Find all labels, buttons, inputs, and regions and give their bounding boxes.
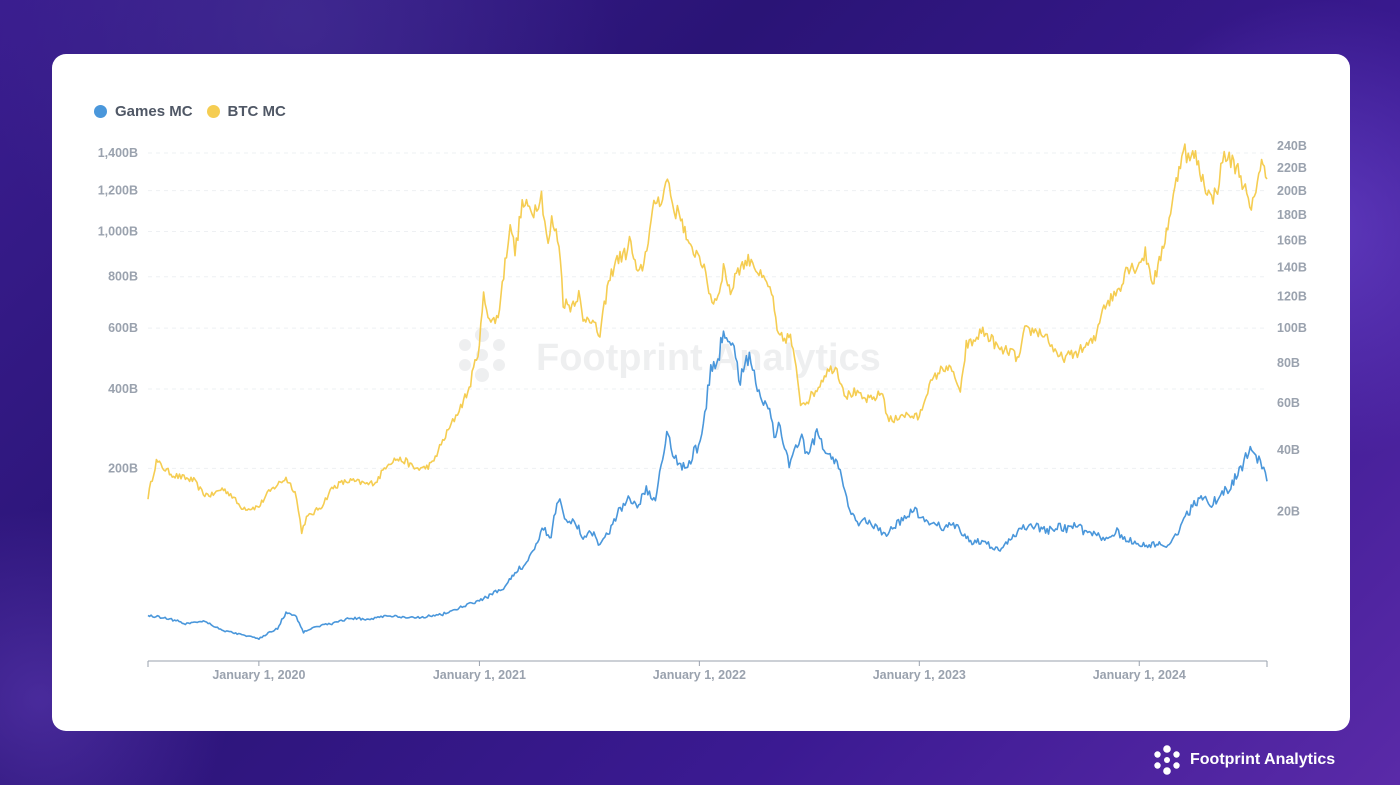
x-tick-label: January 1, 2024 bbox=[1093, 668, 1186, 682]
series-line-btc-mc[interactable] bbox=[147, 143, 1268, 535]
y-right-tick-label: 160B bbox=[1277, 233, 1307, 247]
y-left-tick-label: 600B bbox=[108, 321, 138, 335]
series-layer bbox=[147, 143, 1268, 640]
watermark: Footprint Analytics bbox=[459, 328, 881, 382]
legend-swatch-games-mc bbox=[94, 105, 107, 118]
series-line-games-mc[interactable] bbox=[147, 330, 1268, 640]
y-right-tick-label: 40B bbox=[1277, 443, 1300, 457]
legend-label-games-mc: Games MC bbox=[115, 103, 193, 120]
right-axis-ticks: 20B 40B 60B 80B 100B 120B 140B 160B 180B 200B 220B… bbox=[1277, 139, 1307, 519]
chart-card bbox=[52, 54, 1350, 731]
y-left-tick-label: 800B bbox=[108, 270, 138, 284]
y-right-tick-label: 240B bbox=[1277, 139, 1307, 153]
y-right-tick-label: 100B bbox=[1277, 321, 1307, 335]
legend-item-btc-mc[interactable]: BTC MC bbox=[206, 103, 286, 120]
x-tick-label: January 1, 2022 bbox=[653, 668, 746, 682]
legend: Games MC BTC MC bbox=[94, 103, 286, 120]
y-right-tick-label: 20B bbox=[1277, 505, 1300, 519]
footprint-logo-icon bbox=[1154, 745, 1180, 775]
legend-item-games-mc[interactable]: Games MC bbox=[94, 103, 193, 120]
footer-brand[interactable]: Footprint Analytics bbox=[1150, 743, 1335, 777]
watermark-text: Footprint Analytics bbox=[536, 337, 881, 379]
legend-swatch-btc-mc bbox=[206, 105, 220, 118]
y-right-tick-label: 200B bbox=[1277, 184, 1307, 198]
y-right-tick-label: 120B bbox=[1277, 290, 1307, 304]
y-right-tick-label: 220B bbox=[1277, 161, 1307, 175]
y-left-tick-label: 1,400B bbox=[98, 146, 138, 160]
y-right-tick-label: 60B bbox=[1277, 396, 1300, 410]
y-right-tick-label: 180B bbox=[1277, 208, 1307, 222]
y-right-tick-label: 140B bbox=[1277, 260, 1307, 274]
x-tick-label: January 1, 2021 bbox=[433, 668, 526, 682]
x-axis: January 1, 2020 January 1, 2021 January 1,… bbox=[147, 660, 1268, 682]
footer-brand-name: Footprint Analytics bbox=[1190, 751, 1336, 768]
y-left-tick-label: 1,000B bbox=[98, 225, 138, 239]
legend-label-btc-mc: BTC MC bbox=[227, 103, 286, 120]
y-left-tick-label: 200B bbox=[108, 461, 138, 475]
y-left-tick-label: 1,200B bbox=[98, 184, 138, 198]
x-tick-label: January 1, 2020 bbox=[212, 668, 305, 682]
grid-lines bbox=[148, 152, 1267, 469]
y-left-tick-label: 400B bbox=[108, 382, 138, 396]
y-right-tick-label: 80B bbox=[1277, 356, 1300, 370]
x-tick-label: January 1, 2023 bbox=[873, 668, 966, 682]
left-axis-ticks: 200B 400B 600B 800B 1,000B 1,200B 1,400B bbox=[98, 146, 138, 475]
